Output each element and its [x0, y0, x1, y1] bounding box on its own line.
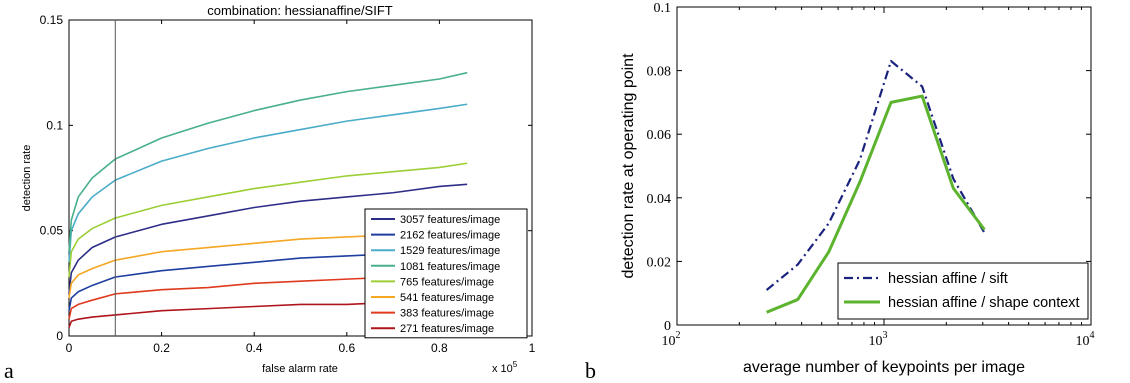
- left-chart: combination: hessianaffine/SIFT false al…: [4, 3, 536, 383]
- right-x-tick-label: 104: [1076, 330, 1095, 349]
- left-x-tick-label: 0: [66, 341, 73, 355]
- panel-label-a: a: [4, 358, 14, 383]
- right-y-tick-label: 0.06: [647, 128, 672, 143]
- right-x-axis-label: average number of keypoints per image: [743, 359, 1025, 376]
- right-y-tick-label: 0.04: [647, 192, 672, 207]
- left-chart-title: combination: hessianaffine/SIFT: [207, 3, 393, 18]
- right-series-lines: [765, 59, 986, 314]
- left-x-tick-label: 0.4: [246, 341, 263, 355]
- left-legend-box: [364, 208, 528, 339]
- right-y-axis-label: detection rate at operating point: [620, 53, 637, 279]
- right-y-tick-label: 0.02: [647, 255, 672, 270]
- left-legend-label: 1081 features/image: [400, 261, 500, 273]
- left-x-multiplier: x 105: [492, 360, 518, 375]
- left-x-tick-label: 0.2: [153, 341, 170, 355]
- left-y-tick-label: 0.15: [40, 13, 64, 27]
- left-legend-label: 541 features/image: [400, 292, 494, 304]
- left-series-line: [68, 103, 468, 263]
- left-y-tick-label: 0.1: [46, 118, 63, 132]
- left-series-line: [68, 183, 468, 294]
- left-x-tick-label: 1: [529, 341, 536, 355]
- left-series-line: [68, 162, 468, 278]
- right-y-tick-label: 0.1: [654, 1, 672, 16]
- left-series-line: [68, 71, 468, 252]
- panel-label-b: b: [585, 358, 596, 383]
- right-legend: hessian affine / sift hessian affine / sh…: [837, 262, 1089, 320]
- left-legend-label: 271 features/image: [400, 323, 494, 335]
- left-axis-ticks: 0 0.2 0.4 0.6 0.8 1 0 0.05 0.1 0.15: [40, 13, 536, 355]
- right-chart: average number of keypoints per image de…: [585, 1, 1095, 383]
- left-legend-label: 2162 features/image: [400, 230, 500, 242]
- right-y-tick-label: 0.08: [647, 65, 672, 80]
- left-x-multiplier-exp: 5: [513, 360, 518, 369]
- left-x-axis-label: false alarm rate: [262, 363, 338, 375]
- left-y-axis-label: detection rate: [21, 145, 33, 212]
- right-x-tick-label: 103: [869, 330, 888, 349]
- left-legend: 3057 features/image 2162 features/image 15…: [364, 208, 528, 339]
- left-legend-label: 383 features/image: [400, 308, 494, 320]
- left-y-tick-label: 0.05: [40, 224, 64, 238]
- right-legend-box: [837, 262, 1089, 320]
- right-series-line: [765, 59, 986, 291]
- left-legend-label: 1529 features/image: [400, 245, 500, 257]
- left-x-tick-label: 0.6: [338, 341, 355, 355]
- right-y-tick-label: 0: [664, 319, 671, 334]
- right-axis-ticks: 102 103 104 0 0.02 0.04 0.06 0.08 0.1: [647, 1, 1095, 349]
- left-x-multiplier-base: x 10: [492, 363, 513, 375]
- left-y-tick-label: 0: [56, 329, 63, 343]
- left-x-tick-label: 0.8: [431, 341, 448, 355]
- right-x-tick-label: 102: [662, 330, 681, 349]
- right-series-line: [766, 94, 986, 314]
- left-legend-label: 3057 features/image: [400, 214, 500, 226]
- right-legend-label: hessian affine / sift: [888, 271, 1008, 287]
- right-legend-label: hessian affine / shape context: [888, 295, 1080, 311]
- left-legend-label: 765 features/image: [400, 276, 494, 288]
